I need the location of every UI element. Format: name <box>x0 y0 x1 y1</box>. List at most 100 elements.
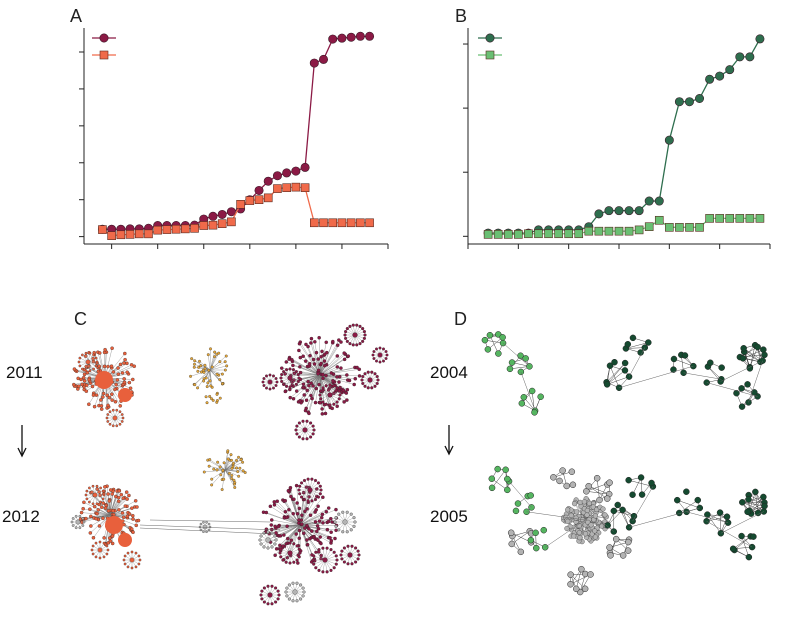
network-node <box>91 536 96 540</box>
network-node <box>296 379 300 383</box>
network-node <box>92 367 95 371</box>
network-node <box>91 359 96 364</box>
network-node <box>85 359 91 365</box>
data-point <box>745 214 755 223</box>
network-node <box>303 526 307 530</box>
network-node <box>305 437 309 441</box>
network-node <box>71 524 75 527</box>
network-node <box>216 460 220 464</box>
network-node <box>288 561 292 565</box>
network-edge <box>606 370 626 385</box>
network-edge <box>619 365 694 389</box>
data-point <box>337 218 347 228</box>
network-node <box>283 372 287 376</box>
network-edge <box>742 496 764 503</box>
network-edge <box>748 360 763 403</box>
network-node <box>347 378 352 383</box>
network-node <box>329 530 333 534</box>
network-edge <box>209 369 213 388</box>
network-node <box>107 499 112 503</box>
network-node <box>105 416 109 420</box>
network-node <box>110 541 115 546</box>
network-panel-c: C 2011 2012 <box>2 309 389 606</box>
data-point <box>365 31 375 41</box>
data-point <box>309 58 319 68</box>
network-edge <box>149 519 271 523</box>
network-node <box>334 507 338 512</box>
network-node <box>296 373 300 377</box>
network-edge <box>224 458 229 471</box>
data-point <box>319 54 329 64</box>
network-node <box>230 466 234 470</box>
network-node <box>207 522 211 526</box>
network-node <box>337 338 341 342</box>
network-node <box>294 370 298 374</box>
network-node <box>82 372 87 377</box>
network-edge <box>222 469 226 480</box>
network-node <box>94 541 98 545</box>
network-node <box>90 384 95 389</box>
network-node <box>207 368 211 372</box>
network-node <box>210 365 214 369</box>
network-node <box>532 529 539 537</box>
network-node <box>341 510 345 514</box>
network-node <box>102 493 106 497</box>
network-node <box>113 387 117 392</box>
data-point <box>604 206 614 216</box>
network-node <box>494 465 501 473</box>
network-node <box>602 512 608 518</box>
network-node <box>262 586 266 590</box>
network-node <box>258 538 262 542</box>
network-node <box>351 323 355 327</box>
network-node <box>99 398 103 402</box>
network-edge <box>749 346 758 368</box>
network-node <box>262 531 266 535</box>
network-node <box>610 507 618 515</box>
network-node <box>330 406 334 411</box>
network-node <box>120 511 125 515</box>
network-node <box>337 528 341 532</box>
data-point <box>725 214 735 223</box>
network-node <box>314 566 318 570</box>
network-node <box>760 493 767 501</box>
network-node <box>316 481 320 485</box>
legend-marker <box>485 50 495 60</box>
network-node <box>221 468 225 472</box>
network-node <box>78 356 82 360</box>
network-node <box>567 571 574 578</box>
network-edge <box>299 524 312 538</box>
network-node <box>297 488 301 492</box>
network-edge <box>269 524 301 534</box>
network-node <box>267 379 273 385</box>
network-node <box>286 489 291 493</box>
network-node <box>105 544 109 548</box>
network-node <box>335 365 340 369</box>
network-node <box>346 544 350 548</box>
network-node <box>236 470 240 474</box>
network-node <box>112 415 118 421</box>
network-node <box>294 532 298 536</box>
network-node <box>312 362 317 366</box>
legend-marker <box>485 33 495 43</box>
network-node <box>301 382 306 386</box>
network-edge <box>720 361 761 382</box>
data-point <box>675 223 684 232</box>
network-node <box>95 511 99 516</box>
network-node <box>268 387 272 391</box>
network-node <box>619 506 626 514</box>
network-node <box>222 477 226 481</box>
network-node <box>335 400 339 404</box>
network-edge <box>707 514 728 517</box>
network-node <box>331 339 335 344</box>
network-node <box>266 546 270 550</box>
data-point <box>493 230 503 239</box>
network-node <box>267 592 273 598</box>
network-node <box>320 349 324 354</box>
network-node <box>313 340 317 344</box>
network-node <box>366 386 370 390</box>
network-node <box>279 555 283 559</box>
network-node <box>324 402 328 406</box>
network-node <box>319 361 323 366</box>
network-node <box>502 466 509 474</box>
network-node <box>287 507 291 512</box>
